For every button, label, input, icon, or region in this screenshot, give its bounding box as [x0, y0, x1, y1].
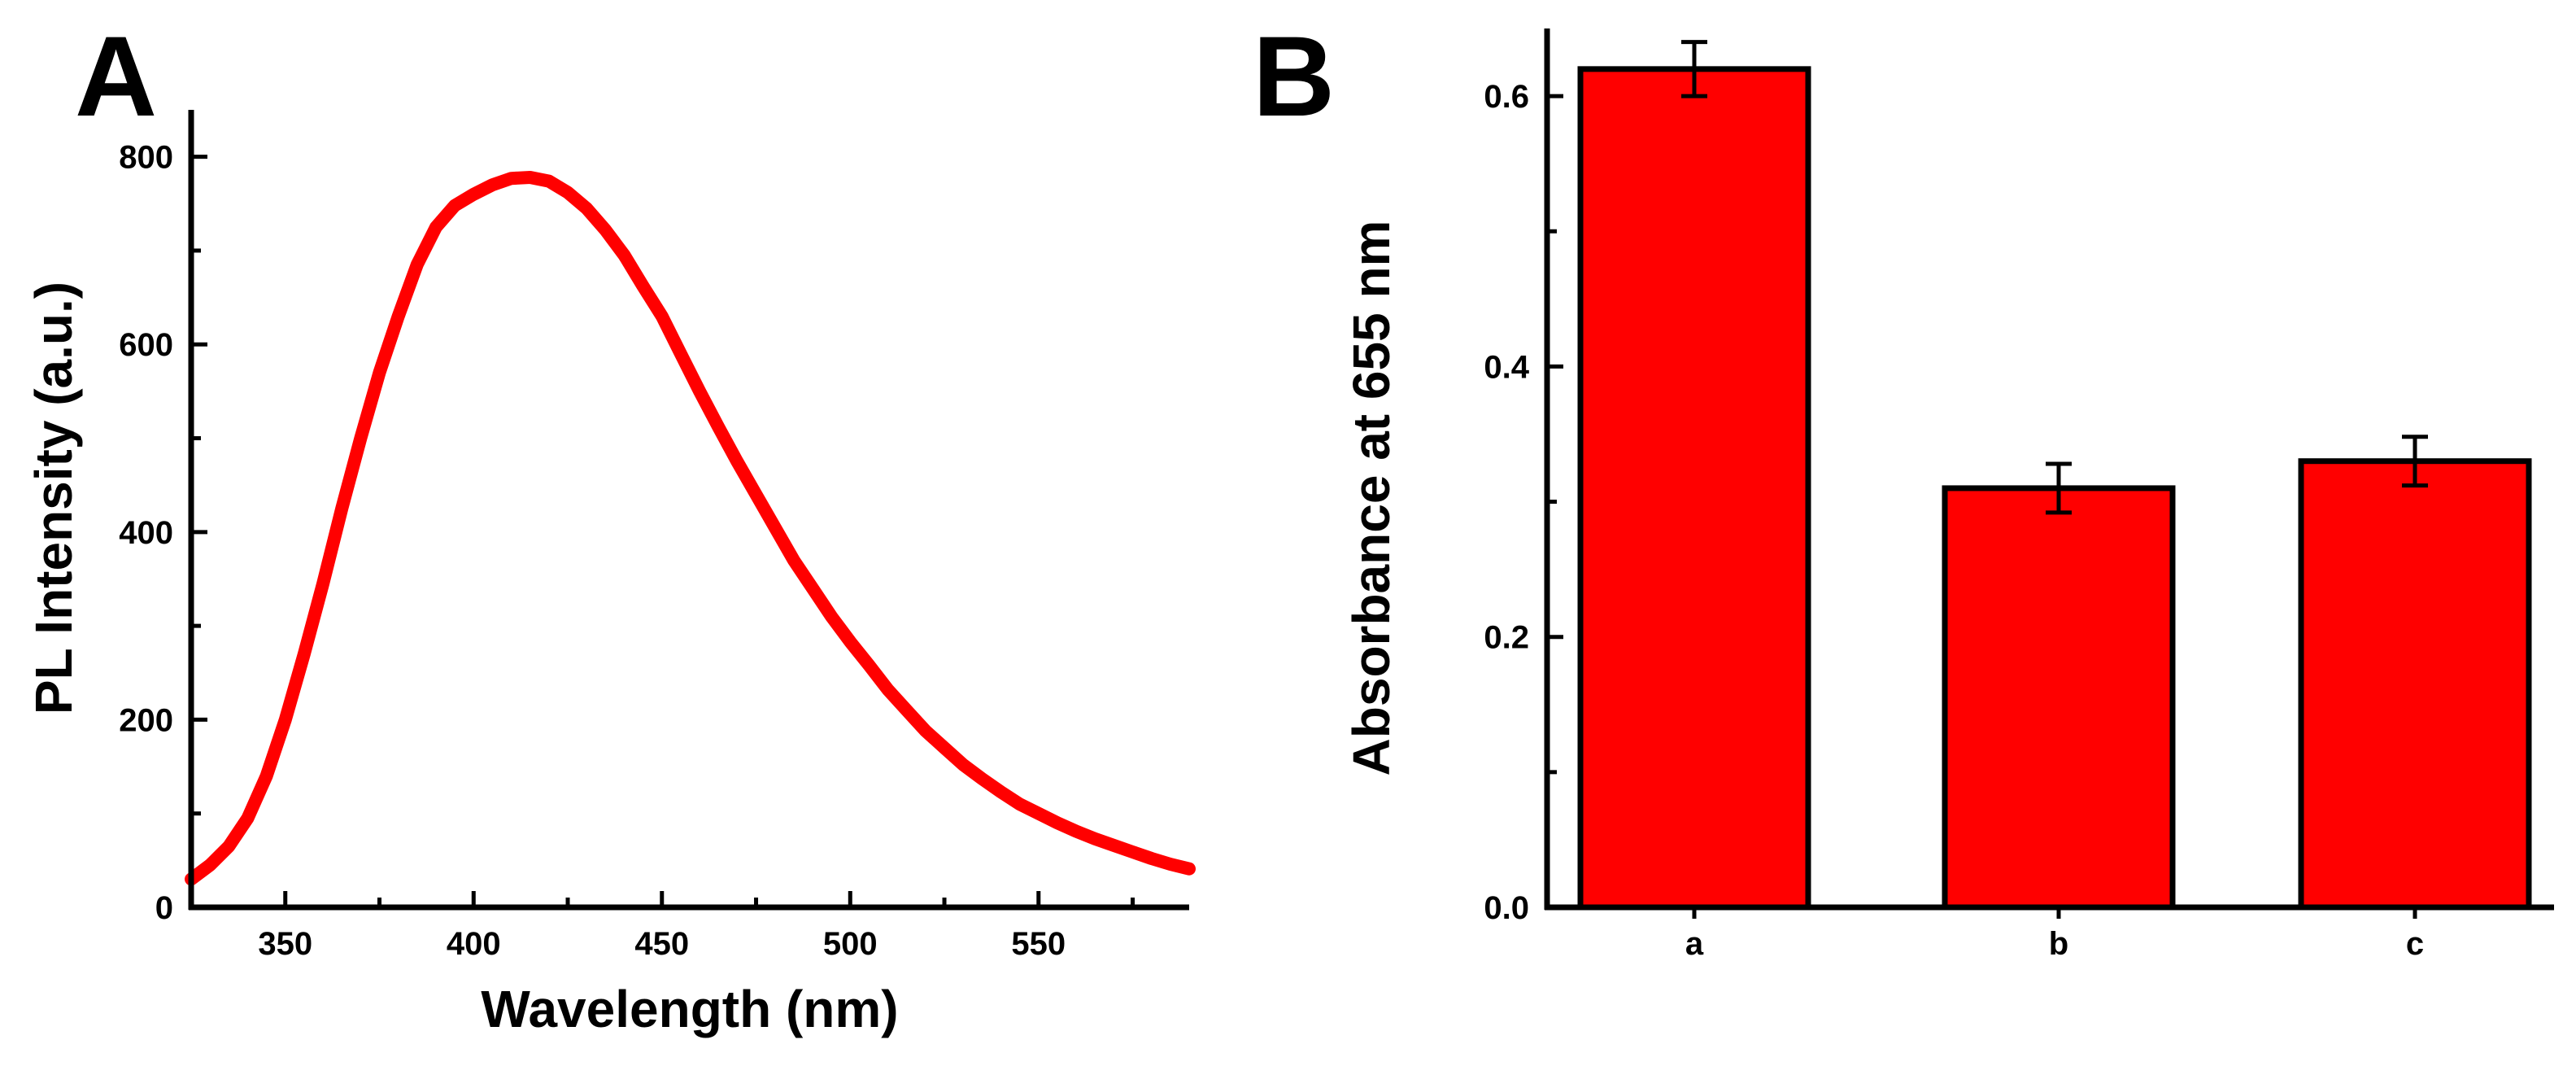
error-bar-c: [2402, 435, 2428, 488]
panel-b-bar-chart: B a b c 0.0 0.2 0.4 0.6 Absorbance at 655 nm: [1253, 12, 2554, 962]
x-category-label: a: [1685, 926, 1704, 962]
panel-a-ticks: 350 400 450 500 550 0 200 400 600 800: [119, 140, 1135, 962]
y-tick-label: 200: [119, 702, 173, 738]
y-tick-label: 0.0: [1484, 890, 1529, 926]
bar-a: [1577, 66, 1811, 911]
panel-a-axes: [188, 110, 1189, 911]
panel-b-axes: [1544, 28, 2554, 911]
panel-b-letter: B: [1253, 12, 1335, 140]
panel-a-line-chart: A 350 400 450 500 550 0 200 400 600 800 Wavelengt…: [24, 12, 1196, 1038]
y-tick-label: 0: [155, 890, 173, 926]
error-bar-b: [2046, 461, 2072, 515]
y-tick-label: 400: [119, 515, 173, 551]
x-axis-label: Wavelength (nm): [481, 980, 898, 1038]
x-category-label: c: [2406, 926, 2424, 962]
y-tick-label: 800: [119, 140, 173, 176]
x-tick-label: 350: [258, 926, 312, 962]
pl-curve-layer: [185, 171, 1196, 886]
y-tick-label: 600: [119, 327, 173, 363]
x-tick-label: 450: [634, 926, 689, 962]
x-tick-label: 550: [1011, 926, 1066, 962]
bars-layer: a b c: [1577, 40, 2532, 962]
error-bar-a: [1681, 40, 1707, 98]
y-tick-label: 0.6: [1484, 79, 1529, 115]
x-tick-label: 500: [823, 926, 878, 962]
panel-b-ticks: 0.0 0.2 0.4 0.6: [1484, 79, 1563, 926]
bar-b: [1942, 485, 2176, 911]
y-axis-label: Absorbance at 655 nm: [1342, 221, 1401, 776]
y-tick-label: 0.2: [1484, 620, 1529, 656]
bar-c: [2298, 458, 2532, 911]
x-category-label: b: [2049, 926, 2068, 962]
pl-spectrum-line: [185, 171, 1196, 886]
y-axis-label: PL Intensity (a.u.): [24, 282, 83, 714]
x-tick-label: 400: [447, 926, 501, 962]
y-tick-label: 0.4: [1484, 349, 1529, 385]
panel-a-letter: A: [75, 12, 157, 140]
